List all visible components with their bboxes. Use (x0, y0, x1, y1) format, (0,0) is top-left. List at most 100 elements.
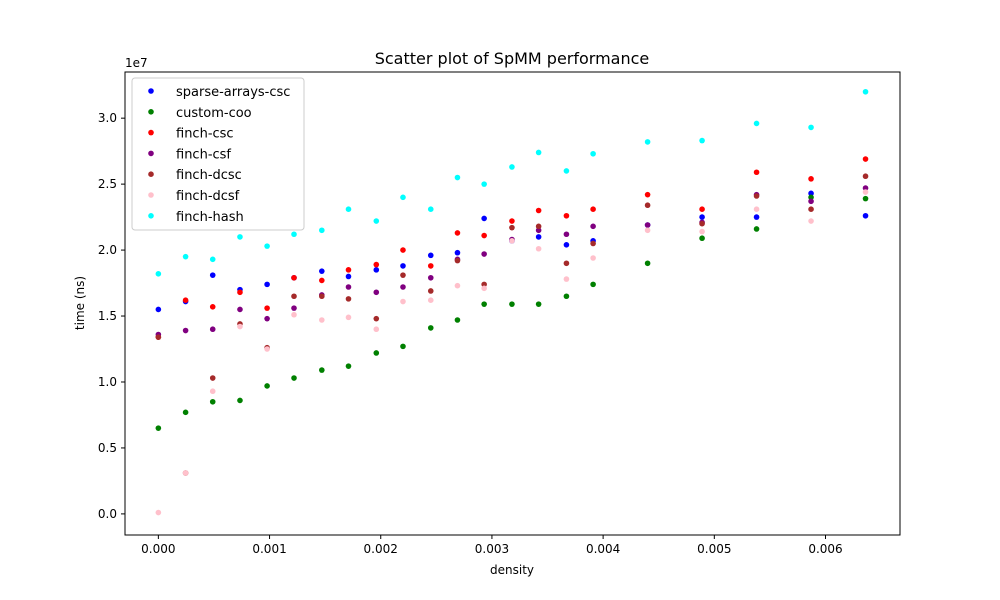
data-point (454, 230, 461, 236)
data-point (237, 289, 243, 296)
data-point (699, 214, 705, 220)
data-point (291, 305, 297, 311)
data-point (291, 293, 297, 300)
data-point (427, 206, 434, 212)
data-point (400, 247, 406, 253)
data-point (373, 315, 380, 322)
data-point (862, 212, 869, 219)
data-point (291, 274, 297, 281)
data-point (753, 214, 760, 220)
data-point (699, 206, 705, 212)
data-point (291, 231, 297, 238)
data-point (563, 242, 570, 248)
data-point (373, 326, 380, 333)
y-tick-label: 1.5 (98, 309, 117, 323)
data-point (563, 212, 570, 219)
data-point (209, 272, 216, 278)
legend-box (131, 77, 305, 231)
data-point (808, 194, 814, 201)
data-point (264, 243, 270, 249)
legend-entry-label: finch-csc (176, 127, 234, 142)
legend-marker (148, 88, 154, 94)
data-point (535, 149, 542, 156)
data-point (155, 271, 162, 277)
data-point (400, 343, 406, 350)
data-point (155, 509, 162, 516)
data-point (155, 425, 162, 431)
data-point (644, 222, 651, 228)
data-point (427, 325, 434, 331)
legend-entry-label: finch-csf (176, 147, 231, 162)
data-point (509, 238, 515, 244)
data-point (427, 252, 434, 259)
data-point (509, 218, 515, 224)
data-point (237, 234, 243, 240)
x-tick-label: 0.002 (364, 542, 398, 556)
y-tick-label: 0.5 (98, 441, 117, 455)
data-point (481, 301, 487, 307)
data-point (699, 220, 705, 227)
data-point (209, 256, 216, 263)
plot-frame (124, 71, 901, 536)
legend-entry-label: sparse-arrays-csc (176, 85, 290, 100)
legend-marker (148, 109, 154, 115)
legend-marker (148, 129, 154, 136)
x-tick-label: 0.005 (697, 542, 731, 556)
data-point (182, 409, 189, 416)
data-point (509, 164, 515, 170)
data-point (644, 202, 651, 209)
data-point (400, 284, 406, 290)
data-point (699, 137, 705, 144)
data-point (753, 193, 760, 199)
data-point (862, 156, 869, 162)
data-point (699, 235, 705, 242)
data-point (535, 234, 542, 240)
x-axis-ticks: 0.000 0.001 0.002 0.003 0.004 0.005 0.006 (141, 535, 843, 556)
data-point (808, 124, 814, 131)
data-point (237, 397, 243, 404)
data-point (209, 398, 216, 405)
data-point (427, 274, 434, 281)
legend-entry-label: custom-coo (176, 106, 252, 121)
data-point (264, 383, 270, 389)
data-point (427, 263, 434, 269)
y-tick-label: 1.0 (98, 375, 117, 389)
data-point (209, 388, 216, 395)
data-point (481, 281, 487, 288)
y-tick-label: 2.5 (98, 177, 117, 191)
data-point (319, 293, 325, 300)
data-point (319, 277, 325, 284)
data-point (563, 276, 570, 282)
data-point (753, 206, 760, 212)
y-axis-label: time (ns) (73, 276, 87, 330)
chart-title: Scatter plot of SpMM performance (375, 49, 650, 68)
legend-entry-label: finch-dcsf (176, 189, 240, 204)
legend-marker (148, 150, 154, 157)
data-point (563, 231, 570, 238)
data-point (644, 139, 651, 145)
x-tick-label: 0.001 (252, 542, 286, 556)
data-point (291, 375, 297, 381)
y-axis-offset-label: 1e7 (125, 56, 148, 70)
data-point (400, 263, 406, 269)
data-point (808, 206, 814, 212)
y-tick-label: 3.0 (98, 111, 117, 125)
x-tick-label: 0.006 (808, 542, 842, 556)
legend-marker (148, 171, 154, 177)
data-point (237, 323, 243, 330)
data-point (481, 181, 487, 187)
x-tick-label: 0.000 (141, 542, 175, 556)
data-point (563, 293, 570, 300)
data-point (808, 176, 814, 182)
legend-entry-label: finch-dcsc (176, 168, 242, 183)
data-point (319, 227, 325, 234)
data-point (644, 227, 651, 234)
y-tick-label: 0.0 (98, 507, 117, 521)
data-point (563, 168, 570, 174)
data-point (373, 350, 380, 356)
data-point (400, 194, 406, 201)
data-point (182, 297, 189, 304)
data-point (427, 288, 434, 294)
data-point (481, 215, 487, 222)
data-point (182, 327, 189, 334)
